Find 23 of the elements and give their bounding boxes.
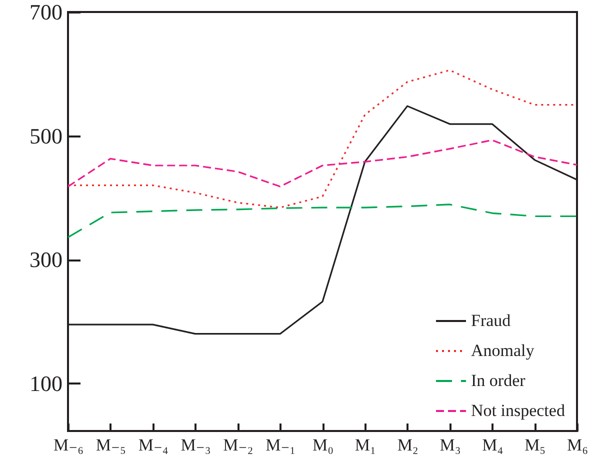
x-tick-label: M₋₆ [53, 436, 84, 454]
x-tick-label: M₋₂ [223, 436, 254, 454]
line-series [67, 204, 578, 238]
legend-label: Fraud [471, 311, 512, 330]
x-tick-label: M₂ [397, 436, 418, 454]
x-tick-label: M₋₅ [96, 436, 126, 454]
y-tick-label: 100 [30, 370, 62, 396]
line-series [67, 139, 578, 188]
x-tick-label: M₆ [566, 436, 588, 454]
x-tick-label: M₋₁ [266, 436, 296, 454]
x-tick-label: M₋₄ [138, 436, 168, 454]
x-tick-label: M₁ [354, 436, 376, 454]
x-tick-label: M₀ [312, 436, 334, 454]
legend-label: Anomaly [471, 341, 535, 360]
legend-label: In order [471, 371, 526, 390]
x-tick-label: M₄ [482, 436, 504, 454]
legend-label: Not inspected [471, 401, 566, 420]
y-tick-label: 300 [30, 247, 62, 272]
y-tick-label: 500 [30, 123, 62, 148]
x-tick-label: M₃ [440, 436, 461, 454]
x-tick-label: M₋₃ [180, 436, 211, 454]
y-tick-label: 700 [30, 0, 62, 24]
x-tick-label: M₅ [524, 436, 546, 454]
